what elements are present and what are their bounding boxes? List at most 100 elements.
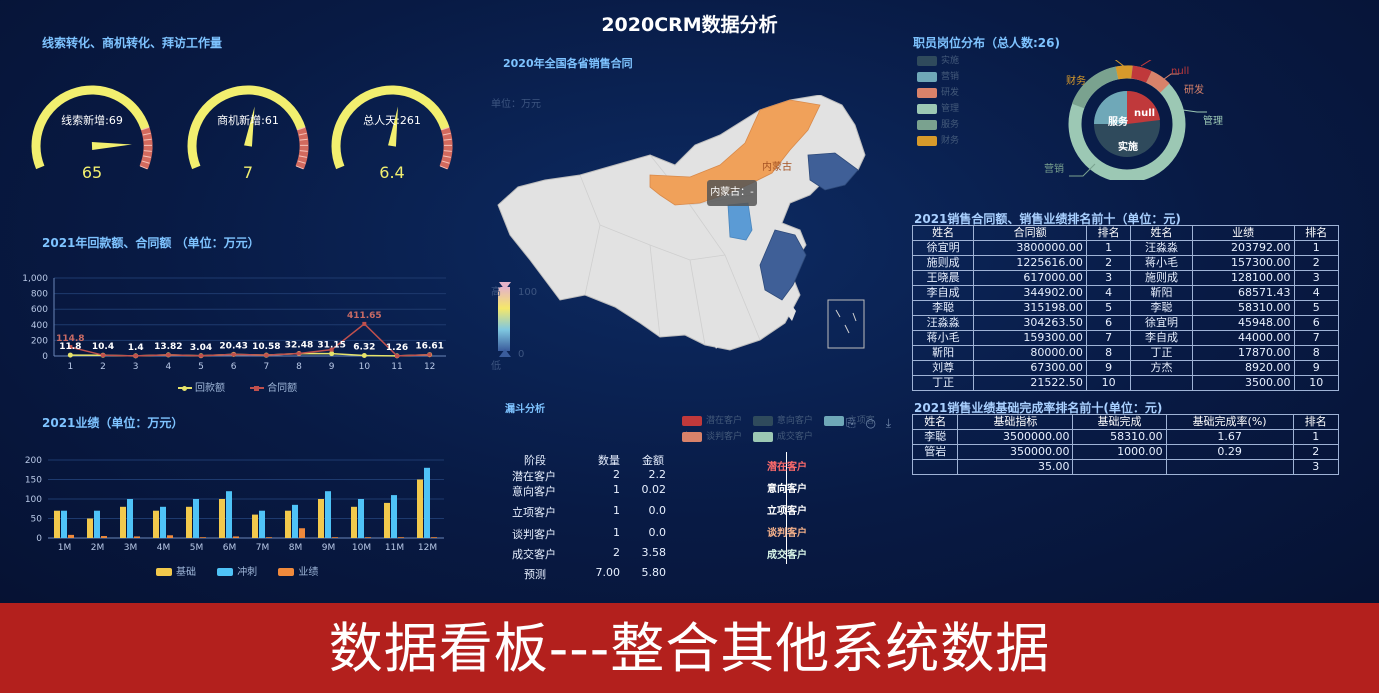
series-line: [70, 322, 430, 357]
staff-outer-label-rd: 研发: [1184, 85, 1204, 96]
restore-icon[interactable]: ⎘: [846, 416, 856, 430]
staff-legend-item[interactable]: 管理: [917, 101, 959, 117]
table-cell: 2: [1085, 255, 1132, 271]
scale-high-handle[interactable]: [499, 282, 511, 290]
table-cell: 2: [1293, 255, 1340, 271]
staff-legend-label: 研发: [941, 88, 960, 98]
y-tick-label: 0: [36, 534, 42, 544]
staff-title: 职员岗位分布（总人数:26): [913, 36, 1060, 50]
staff-legend-label: 管理: [941, 104, 960, 114]
shanxi-region: [727, 202, 753, 241]
legend-result-label: 业绩: [298, 567, 319, 578]
payments-title: 2021年回款额、合同额 （单位：万元）: [42, 236, 260, 250]
funnel-legend[interactable]: 潜在客户 意向客户 立项客户 谈判客户 成交客户: [682, 413, 882, 445]
staff-legend-item[interactable]: 实施: [917, 53, 959, 69]
funnel-count: 1: [613, 483, 620, 496]
bar: [259, 510, 265, 538]
staff-legend-item[interactable]: 服务: [917, 117, 959, 133]
table-cell: 丁正: [911, 375, 975, 391]
funnel-count: 2: [613, 468, 620, 481]
scale-max-label: 100: [518, 287, 538, 298]
map-title: 2020年全国各省销售合同: [503, 57, 633, 70]
performance-legend[interactable]: 基础 冲刺 业绩: [156, 563, 318, 578]
funnel-amount: 0.0: [648, 504, 667, 517]
table-row: 李聪 3500000.00 58310.00 1.67 1: [911, 429, 1340, 445]
table-cell: 3500.00: [1191, 375, 1295, 391]
table-cell: 21522.50: [973, 375, 1087, 391]
data-label: 1.4: [128, 343, 144, 353]
table-cell: 靳阳: [911, 345, 975, 361]
bar: [351, 506, 357, 538]
x-tick-label: 3: [133, 362, 139, 372]
funnel-amount: 5.80: [641, 566, 667, 579]
gauge-label: 商机新增:61: [217, 113, 279, 127]
data-label: 20.43: [219, 341, 247, 351]
table-header-cell: 业绩: [1191, 225, 1295, 241]
funnel-stage-label: 意向客户: [767, 484, 807, 495]
china-map[interactable]: [490, 95, 880, 365]
table-cell: 304263.50: [973, 315, 1087, 331]
table-cell: 9: [1293, 360, 1340, 376]
series-point: [166, 352, 171, 357]
gauge-value: 7: [243, 163, 253, 182]
bar: [61, 510, 67, 538]
table-cell: 1.67: [1165, 429, 1294, 445]
bar: [391, 495, 397, 538]
table-cell: [911, 459, 959, 475]
table-cell: 1: [1293, 240, 1340, 256]
table-cell: 丁正: [1130, 345, 1193, 361]
staff-legend[interactable]: 实施 营销研发管理服务 财务: [917, 53, 959, 149]
funnel-title: 漏斗分析: [505, 404, 545, 415]
bar: [153, 510, 159, 538]
x-tick-label: 2M: [91, 543, 105, 553]
table-cell: 李聪: [911, 300, 975, 316]
gauges-title: 线索转化、商机转化、拜访工作量: [42, 36, 223, 50]
staff-legend-item[interactable]: 财务: [917, 133, 959, 149]
bar: [365, 537, 371, 538]
bar: [285, 510, 291, 538]
funnel-legend-3: 谈判客户: [706, 432, 743, 442]
funnel-toolbox[interactable]: ⎘ ○ ⤓: [846, 416, 891, 431]
series-point: [231, 352, 236, 357]
refresh-icon[interactable]: ○: [865, 416, 876, 430]
table-row: 李聪 315198.00 5 李聪 58310.00 5: [911, 300, 1340, 316]
download-icon[interactable]: ⤓: [885, 416, 892, 430]
funnel-count: 2: [613, 546, 620, 559]
x-tick-label: 9M: [322, 543, 336, 553]
funnel-stage: 谈判客户: [512, 528, 556, 541]
data-label: 411.65: [347, 311, 382, 321]
inner-mongolia-region: [649, 99, 821, 206]
completion-table: 姓名 基础指标 基础完成 基础完成率(%) 排名 李聪 3500000.00 58310.0…: [911, 414, 1340, 475]
map-scale-bar[interactable]: [498, 287, 510, 351]
gauge-label: 线索新增:69: [61, 113, 123, 127]
bar: [226, 491, 232, 538]
scale-low-handle[interactable]: [499, 349, 511, 357]
table-row: 靳阳 80000.00 8 丁正 17870.00 8: [911, 345, 1340, 361]
table-cell: 10: [1085, 375, 1132, 391]
x-tick-label: 4: [165, 362, 171, 372]
gauge-value: 6.4: [379, 163, 404, 182]
table-cell: [1130, 375, 1193, 391]
bar: [134, 536, 140, 538]
table-row: 35.00 3: [911, 459, 1340, 475]
ranking-title: 2021销售合同额、销售业绩排名前十（单位：元): [914, 212, 1181, 226]
table-cell: 6: [1085, 315, 1132, 331]
bar: [160, 506, 166, 538]
series-point: [101, 353, 105, 358]
series-point: [199, 353, 203, 358]
gauge-pointer: [244, 106, 255, 147]
funnel-stage-label: 成交客户: [767, 550, 807, 561]
y-tick-label: 100: [25, 495, 42, 505]
y-tick-label: 800: [31, 290, 48, 300]
bar: [87, 518, 93, 538]
table-cell: 8: [1085, 345, 1132, 361]
staff-legend-item[interactable]: 营销: [917, 69, 959, 85]
staff-donut: [1068, 60, 1207, 180]
x-tick-label: 12: [424, 362, 435, 372]
payments-legend[interactable]: 回款额 合同额: [178, 379, 297, 394]
series-point: [361, 353, 367, 359]
table-cell: 徐宜明: [1130, 315, 1193, 331]
series-point: [264, 353, 269, 358]
staff-legend-item[interactable]: 研发: [917, 85, 959, 101]
bar: [68, 534, 74, 538]
